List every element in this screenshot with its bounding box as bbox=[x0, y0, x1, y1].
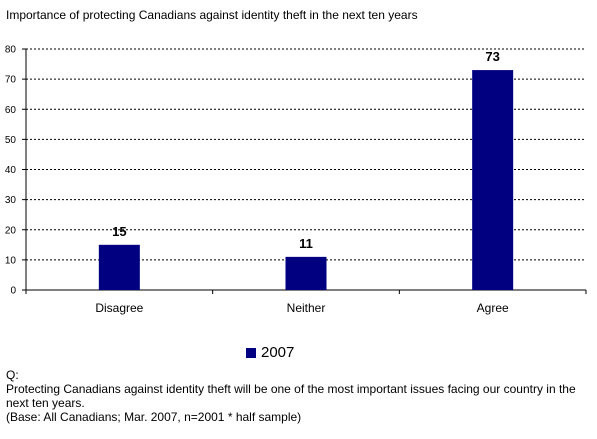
y-tick-label: 80 bbox=[5, 45, 17, 56]
y-axis-ticks: 0 10 20 30 40 50 60 70 80 bbox=[5, 45, 17, 297]
y-tick-label: 40 bbox=[5, 165, 17, 176]
y-tick-label: 70 bbox=[5, 75, 17, 86]
data-labels: 15 11 73 bbox=[112, 49, 500, 251]
data-label: 73 bbox=[485, 49, 499, 64]
data-label: 11 bbox=[299, 236, 313, 251]
bar-chart: 0 10 20 30 40 50 60 70 80 15 11 73 Disagree Neither… bbox=[5, 45, 587, 315]
y-tick-label: 50 bbox=[5, 135, 17, 146]
legend-label: 2007 bbox=[261, 344, 295, 361]
y-tick-label: 20 bbox=[5, 225, 17, 236]
question-label: Q: bbox=[6, 368, 19, 382]
y-tick-label: 30 bbox=[5, 195, 17, 206]
category-label: Disagree bbox=[95, 301, 143, 315]
question-block: Q: Protecting Canadians against identity… bbox=[6, 368, 592, 424]
category-label: Neither bbox=[287, 301, 326, 315]
question-base: (Base: All Canadians; Mar. 2007, n=2001 … bbox=[6, 410, 302, 424]
bar-neither bbox=[285, 256, 327, 290]
category-label: Agree bbox=[477, 301, 509, 315]
y-tick-label: 60 bbox=[5, 105, 17, 116]
legend-swatch bbox=[246, 347, 256, 358]
legend: 2007 bbox=[246, 344, 294, 361]
data-label: 15 bbox=[112, 224, 126, 239]
y-tick-label: 10 bbox=[5, 255, 17, 266]
question-text: Protecting Canadians against identity th… bbox=[6, 382, 576, 410]
y-tick-label: 0 bbox=[10, 286, 16, 297]
bar-agree bbox=[472, 70, 514, 291]
category-labels: Disagree Neither Agree bbox=[95, 301, 509, 315]
chart-title: Importance of protecting Canadians again… bbox=[6, 8, 418, 22]
bars bbox=[98, 70, 514, 291]
bar-disagree bbox=[98, 244, 140, 290]
